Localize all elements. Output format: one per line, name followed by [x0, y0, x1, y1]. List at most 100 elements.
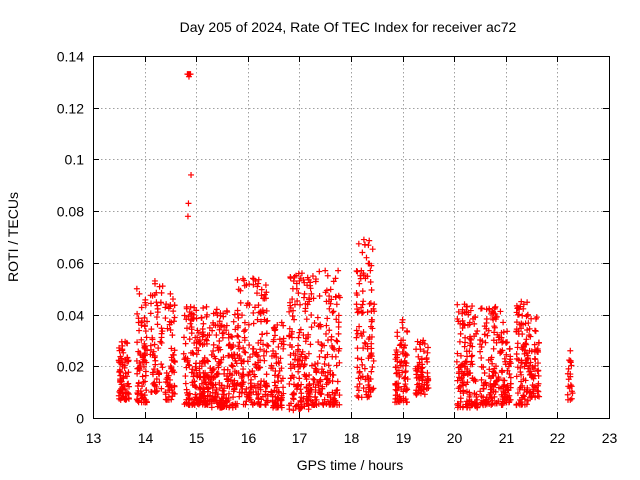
- data-point: [523, 341, 530, 348]
- data-point: [186, 401, 193, 408]
- data-point: [362, 376, 369, 383]
- data-point: [527, 388, 534, 395]
- data-point: [292, 403, 299, 410]
- data-point: [333, 362, 340, 369]
- data-point: [296, 375, 303, 382]
- data-point: [162, 396, 169, 403]
- data-point: [134, 339, 141, 346]
- data-point: [238, 390, 245, 397]
- data-point: [565, 376, 572, 383]
- data-point: [333, 316, 340, 323]
- data-point: [250, 281, 257, 288]
- data-point: [364, 373, 371, 380]
- data-point: [522, 320, 529, 327]
- data-point: [151, 341, 158, 348]
- data-point: [469, 352, 476, 359]
- data-point: [532, 328, 539, 335]
- data-point: [498, 349, 505, 356]
- data-point: [120, 349, 127, 356]
- data-point: [517, 364, 524, 371]
- data-point: [324, 315, 331, 322]
- data-point: [478, 393, 485, 400]
- data-point: [171, 369, 178, 376]
- data-point: [234, 307, 241, 314]
- data-point: [295, 368, 302, 375]
- data-point: [329, 309, 336, 316]
- data-point: [520, 301, 527, 308]
- data-point: [193, 315, 200, 322]
- data-point: [234, 380, 241, 387]
- data-point: [124, 340, 131, 347]
- data-point: [297, 363, 304, 370]
- data-point: [518, 325, 525, 332]
- data-point: [336, 345, 343, 352]
- data-point: [464, 303, 471, 310]
- x-tick-label: 21: [499, 430, 515, 446]
- data-point: [241, 328, 248, 335]
- data-point: [323, 376, 330, 383]
- data-point: [291, 316, 298, 323]
- x-tick-label: 16: [241, 430, 257, 446]
- data-point: [311, 320, 318, 327]
- data-point: [124, 389, 131, 396]
- data-point: [519, 331, 526, 338]
- data-point: [357, 272, 364, 279]
- data-point: [151, 291, 158, 298]
- data-point: [354, 383, 361, 390]
- data-point: [163, 376, 170, 383]
- data-point: [454, 301, 461, 308]
- data-point: [315, 323, 322, 330]
- data-point: [506, 358, 513, 365]
- data-point: [151, 381, 158, 388]
- data-point: [165, 387, 172, 394]
- data-point: [246, 301, 253, 308]
- data-point: [209, 367, 216, 374]
- data-point: [519, 312, 526, 319]
- data-point: [199, 329, 206, 336]
- data-point: [169, 296, 176, 303]
- data-point: [265, 343, 272, 350]
- data-point: [396, 342, 403, 349]
- data-point: [258, 318, 265, 325]
- data-point: [526, 362, 533, 369]
- data-point: [569, 390, 576, 397]
- data-point: [229, 380, 236, 387]
- data-point: [150, 371, 157, 378]
- data-point: [367, 300, 374, 307]
- data-point: [242, 326, 249, 333]
- data-point: [274, 321, 281, 328]
- data-point: [327, 286, 334, 293]
- data-point: [208, 404, 215, 411]
- data-point: [468, 401, 475, 408]
- data-point: [501, 355, 508, 362]
- data-point: [335, 323, 342, 330]
- data-point: [413, 346, 420, 353]
- data-point: [490, 372, 497, 379]
- data-point: [477, 348, 484, 355]
- data-point: [142, 343, 149, 350]
- data-point: [492, 316, 499, 323]
- data-point: [223, 376, 230, 383]
- data-point: [264, 317, 271, 324]
- data-point: [460, 382, 467, 389]
- data-point: [187, 320, 194, 327]
- data-point: [491, 365, 498, 372]
- data-point: [369, 325, 376, 332]
- data-point: [241, 358, 248, 365]
- data-point: [402, 396, 409, 403]
- data-point: [506, 370, 513, 377]
- data-point: [276, 360, 283, 367]
- x-tick-label: 15: [189, 430, 205, 446]
- data-point: [212, 389, 219, 396]
- data-point: [227, 370, 234, 377]
- data-point: [243, 281, 250, 288]
- data-point: [189, 379, 196, 386]
- data-point: [325, 298, 332, 305]
- data-point: [139, 373, 146, 380]
- data-point: [246, 281, 253, 288]
- data-point: [425, 344, 432, 351]
- data-point: [231, 377, 238, 384]
- data-point: [494, 331, 501, 338]
- data-point: [199, 341, 206, 348]
- data-point: [118, 338, 125, 345]
